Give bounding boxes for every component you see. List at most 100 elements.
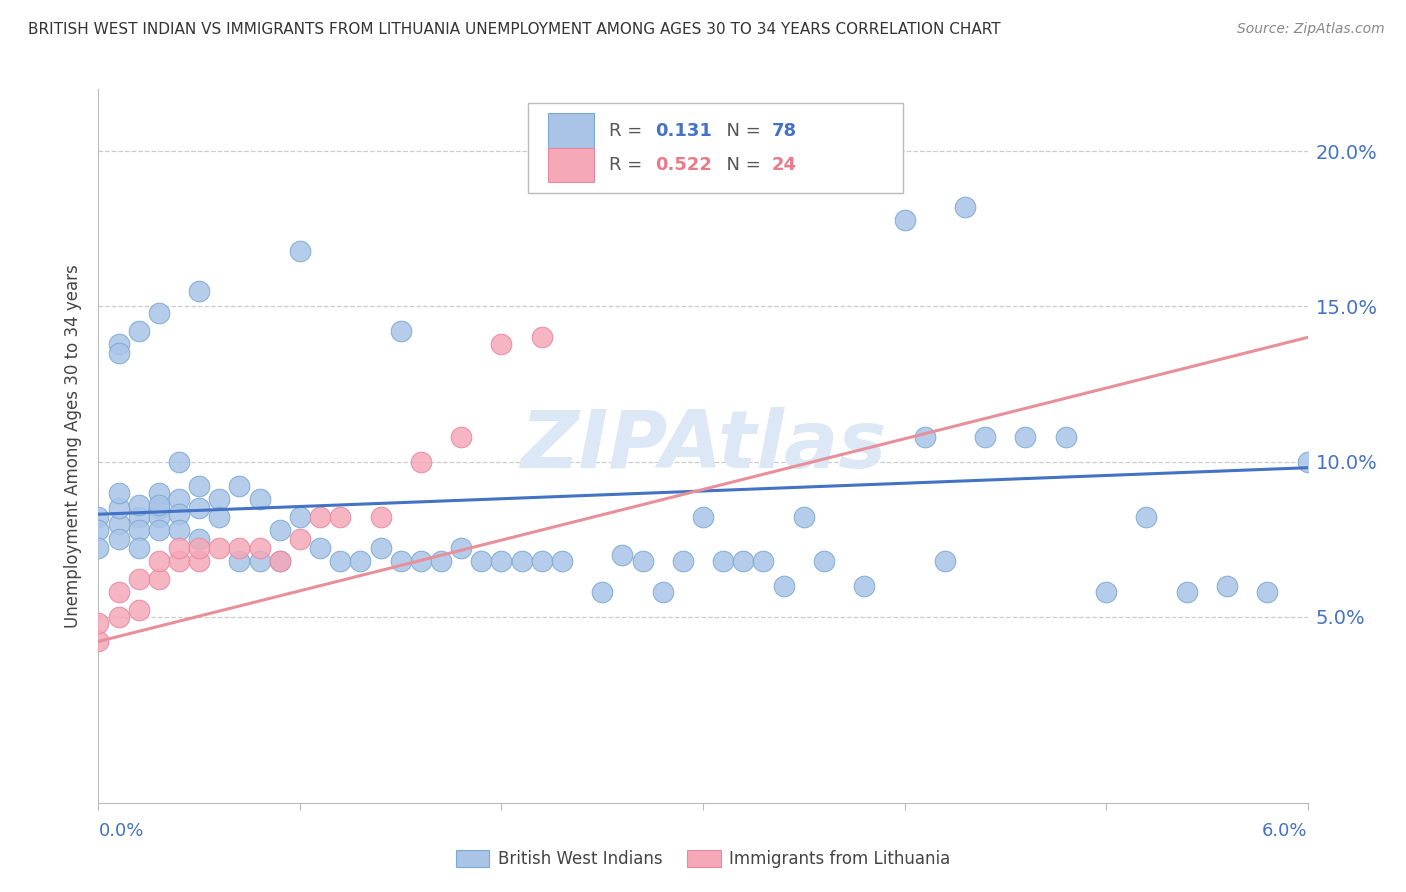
Point bbox=[1296, 454, 1319, 468]
Point bbox=[87, 510, 110, 524]
Point bbox=[1014, 430, 1036, 444]
Point bbox=[1095, 584, 1118, 599]
Point bbox=[591, 584, 613, 599]
Point bbox=[148, 485, 170, 500]
Point bbox=[148, 573, 170, 587]
Legend: British West Indians, Immigrants from Lithuania: British West Indians, Immigrants from Li… bbox=[450, 843, 956, 875]
Point bbox=[1256, 584, 1278, 599]
Point bbox=[208, 541, 231, 556]
Y-axis label: Unemployment Among Ages 30 to 34 years: Unemployment Among Ages 30 to 34 years bbox=[65, 264, 83, 628]
Point bbox=[934, 554, 956, 568]
Point bbox=[1216, 579, 1239, 593]
Text: 0.0%: 0.0% bbox=[98, 822, 143, 840]
Point bbox=[167, 508, 190, 522]
Point bbox=[188, 501, 211, 516]
Point bbox=[107, 336, 129, 351]
Point bbox=[167, 454, 190, 468]
Point bbox=[813, 554, 835, 568]
Text: N =: N = bbox=[716, 156, 766, 174]
FancyBboxPatch shape bbox=[548, 148, 595, 182]
Point bbox=[309, 541, 332, 556]
Point bbox=[269, 523, 291, 537]
Point bbox=[692, 510, 714, 524]
Point bbox=[107, 584, 129, 599]
Point bbox=[167, 491, 190, 506]
Point bbox=[107, 516, 129, 531]
Point bbox=[188, 284, 211, 298]
Text: N =: N = bbox=[716, 121, 766, 139]
Point bbox=[188, 532, 211, 546]
Point bbox=[651, 584, 673, 599]
Point bbox=[370, 510, 392, 524]
Point bbox=[349, 554, 371, 568]
Point bbox=[1054, 430, 1077, 444]
Point bbox=[793, 510, 815, 524]
Point bbox=[733, 554, 755, 568]
Point bbox=[128, 523, 150, 537]
Point bbox=[953, 200, 976, 214]
Point bbox=[551, 554, 574, 568]
Text: 0.131: 0.131 bbox=[655, 121, 711, 139]
Point bbox=[530, 330, 553, 344]
Text: 0.522: 0.522 bbox=[655, 156, 711, 174]
Point bbox=[309, 510, 332, 524]
Point bbox=[450, 541, 472, 556]
Text: R =: R = bbox=[609, 156, 648, 174]
Point bbox=[107, 501, 129, 516]
Point bbox=[672, 554, 695, 568]
Point bbox=[87, 634, 110, 648]
Point bbox=[107, 609, 129, 624]
Text: R =: R = bbox=[609, 121, 648, 139]
Point bbox=[249, 554, 271, 568]
Point bbox=[409, 454, 432, 468]
Point bbox=[772, 579, 794, 593]
Point bbox=[128, 541, 150, 556]
Point bbox=[148, 498, 170, 512]
Point bbox=[87, 523, 110, 537]
Point bbox=[228, 541, 250, 556]
Text: Source: ZipAtlas.com: Source: ZipAtlas.com bbox=[1237, 22, 1385, 37]
Point bbox=[107, 532, 129, 546]
Point bbox=[510, 554, 533, 568]
Point bbox=[752, 554, 775, 568]
Point bbox=[409, 554, 432, 568]
Point bbox=[128, 603, 150, 617]
Point bbox=[288, 244, 311, 258]
Point bbox=[631, 554, 654, 568]
Point bbox=[107, 346, 129, 360]
Point bbox=[288, 532, 311, 546]
Point bbox=[853, 579, 876, 593]
Point bbox=[128, 510, 150, 524]
Point bbox=[148, 501, 170, 516]
Point bbox=[269, 554, 291, 568]
Point bbox=[370, 541, 392, 556]
Point bbox=[491, 554, 513, 568]
Point bbox=[329, 554, 352, 568]
Text: 6.0%: 6.0% bbox=[1263, 822, 1308, 840]
Point bbox=[249, 541, 271, 556]
Point bbox=[128, 324, 150, 338]
Point bbox=[188, 554, 211, 568]
Point bbox=[148, 523, 170, 537]
Point bbox=[87, 615, 110, 630]
Point bbox=[188, 541, 211, 556]
Point bbox=[87, 541, 110, 556]
Text: ZIPAtlas: ZIPAtlas bbox=[520, 407, 886, 485]
Point bbox=[1175, 584, 1198, 599]
Point bbox=[167, 554, 190, 568]
Point bbox=[269, 554, 291, 568]
Point bbox=[148, 554, 170, 568]
Point bbox=[249, 491, 271, 506]
Point bbox=[228, 479, 250, 493]
Point bbox=[974, 430, 997, 444]
Point bbox=[491, 336, 513, 351]
Point bbox=[914, 430, 936, 444]
Point bbox=[128, 498, 150, 512]
Point bbox=[167, 523, 190, 537]
Point bbox=[329, 510, 352, 524]
Point bbox=[430, 554, 453, 568]
Point bbox=[208, 491, 231, 506]
Point bbox=[288, 510, 311, 524]
Text: 24: 24 bbox=[772, 156, 797, 174]
Point bbox=[107, 485, 129, 500]
